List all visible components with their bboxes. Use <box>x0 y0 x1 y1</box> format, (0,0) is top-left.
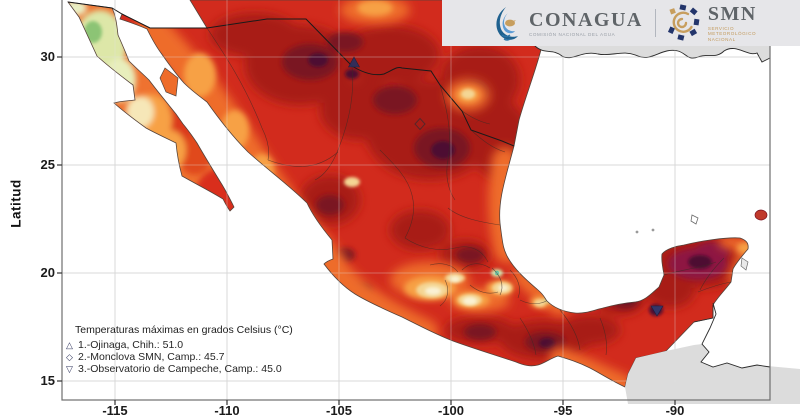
ojinaga-marker-triangle-up <box>347 56 361 68</box>
legend-marker-symbol: ◇ <box>66 352 73 363</box>
x-tick-label: -115 <box>102 403 128 418</box>
legend-title: Temperaturas máximas en grados Celsius (… <box>75 324 293 336</box>
legend-marker-symbol: ▽ <box>66 364 73 375</box>
us-mexico-border-line <box>67 1 515 147</box>
x-tick-label: -90 <box>665 403 685 418</box>
smn-logo: SMN SERVICIO METEOROLÓGICO NACIONAL <box>666 3 766 43</box>
legend-item-label: 2.-Monclova SMN, Camp.: 45.7 <box>78 351 225 364</box>
x-tick-label: -100 <box>437 403 465 418</box>
belize-border <box>693 305 714 323</box>
monclova-marker-diamond <box>414 117 426 131</box>
y-tick-label: 30 <box>40 49 55 64</box>
legend-item: △ 1.-Ojinaga, Chih.: 51.0 <box>64 339 364 351</box>
y-tick-label: 20 <box>40 265 55 280</box>
logo-divider <box>654 9 656 37</box>
x-tick-label: -95 <box>553 403 573 418</box>
y-tick-label: 25 <box>40 157 55 172</box>
alacranes-reef-outline <box>690 214 699 225</box>
tiburon-island <box>159 67 179 97</box>
island-dot <box>651 228 655 232</box>
header-logos: CONAGUA COMISIÓN NACIONAL DEL AGUA SMN S… <box>442 0 800 46</box>
smn-subtitle: SERVICIO METEOROLÓGICO NACIONAL <box>707 25 757 42</box>
conagua-logo: CONAGUA COMISIÓN NACIONAL DEL AGUA <box>492 5 643 41</box>
legend-items: △ 1.-Ojinaga, Chih.: 51.0 ◇ 2.-Monclova SMN… <box>64 339 364 376</box>
map-legend: Temperaturas máximas en grados Celsius (… <box>64 324 364 376</box>
y-axis-title: Latitud <box>8 179 24 228</box>
coastal-red-patch <box>754 209 768 221</box>
legend-marker-symbol: △ <box>66 340 73 350</box>
guatemala-belize-land <box>625 344 800 404</box>
smn-emblem-icon <box>667 4 700 41</box>
gridline-overlay <box>62 0 770 400</box>
legend-item-label: 1.-Ojinaga, Chih.: 51.0 <box>78 339 184 351</box>
smn-wordmark: SMN <box>707 2 757 25</box>
y-tick-label: 15 <box>40 373 55 388</box>
legend-item-label: 3.-Observatorio de Campeche, Camp.: 45.0 <box>78 363 282 376</box>
legend-item: ◇ 2.-Monclova SMN, Camp.: 45.7 <box>64 351 364 363</box>
campeche-marker-triangle-down <box>650 305 664 317</box>
conagua-wordmark: CONAGUA <box>529 8 643 31</box>
conagua-subtitle: COMISIÓN NACIONAL DEL AGUA <box>529 31 616 37</box>
belize-coastline <box>700 302 771 369</box>
plot-border <box>61 0 771 401</box>
x-tick-label: -110 <box>214 403 240 418</box>
cozumel-island <box>740 257 749 271</box>
island-dot <box>635 230 639 234</box>
conagua-water-icon <box>496 7 518 41</box>
state-boundaries <box>206 27 732 356</box>
axis-ticks <box>57 56 676 405</box>
x-tick-label: -105 <box>325 403 353 418</box>
legend-item: ▽ 3.-Observatorio de Campeche, Camp.: 45.… <box>64 363 364 375</box>
